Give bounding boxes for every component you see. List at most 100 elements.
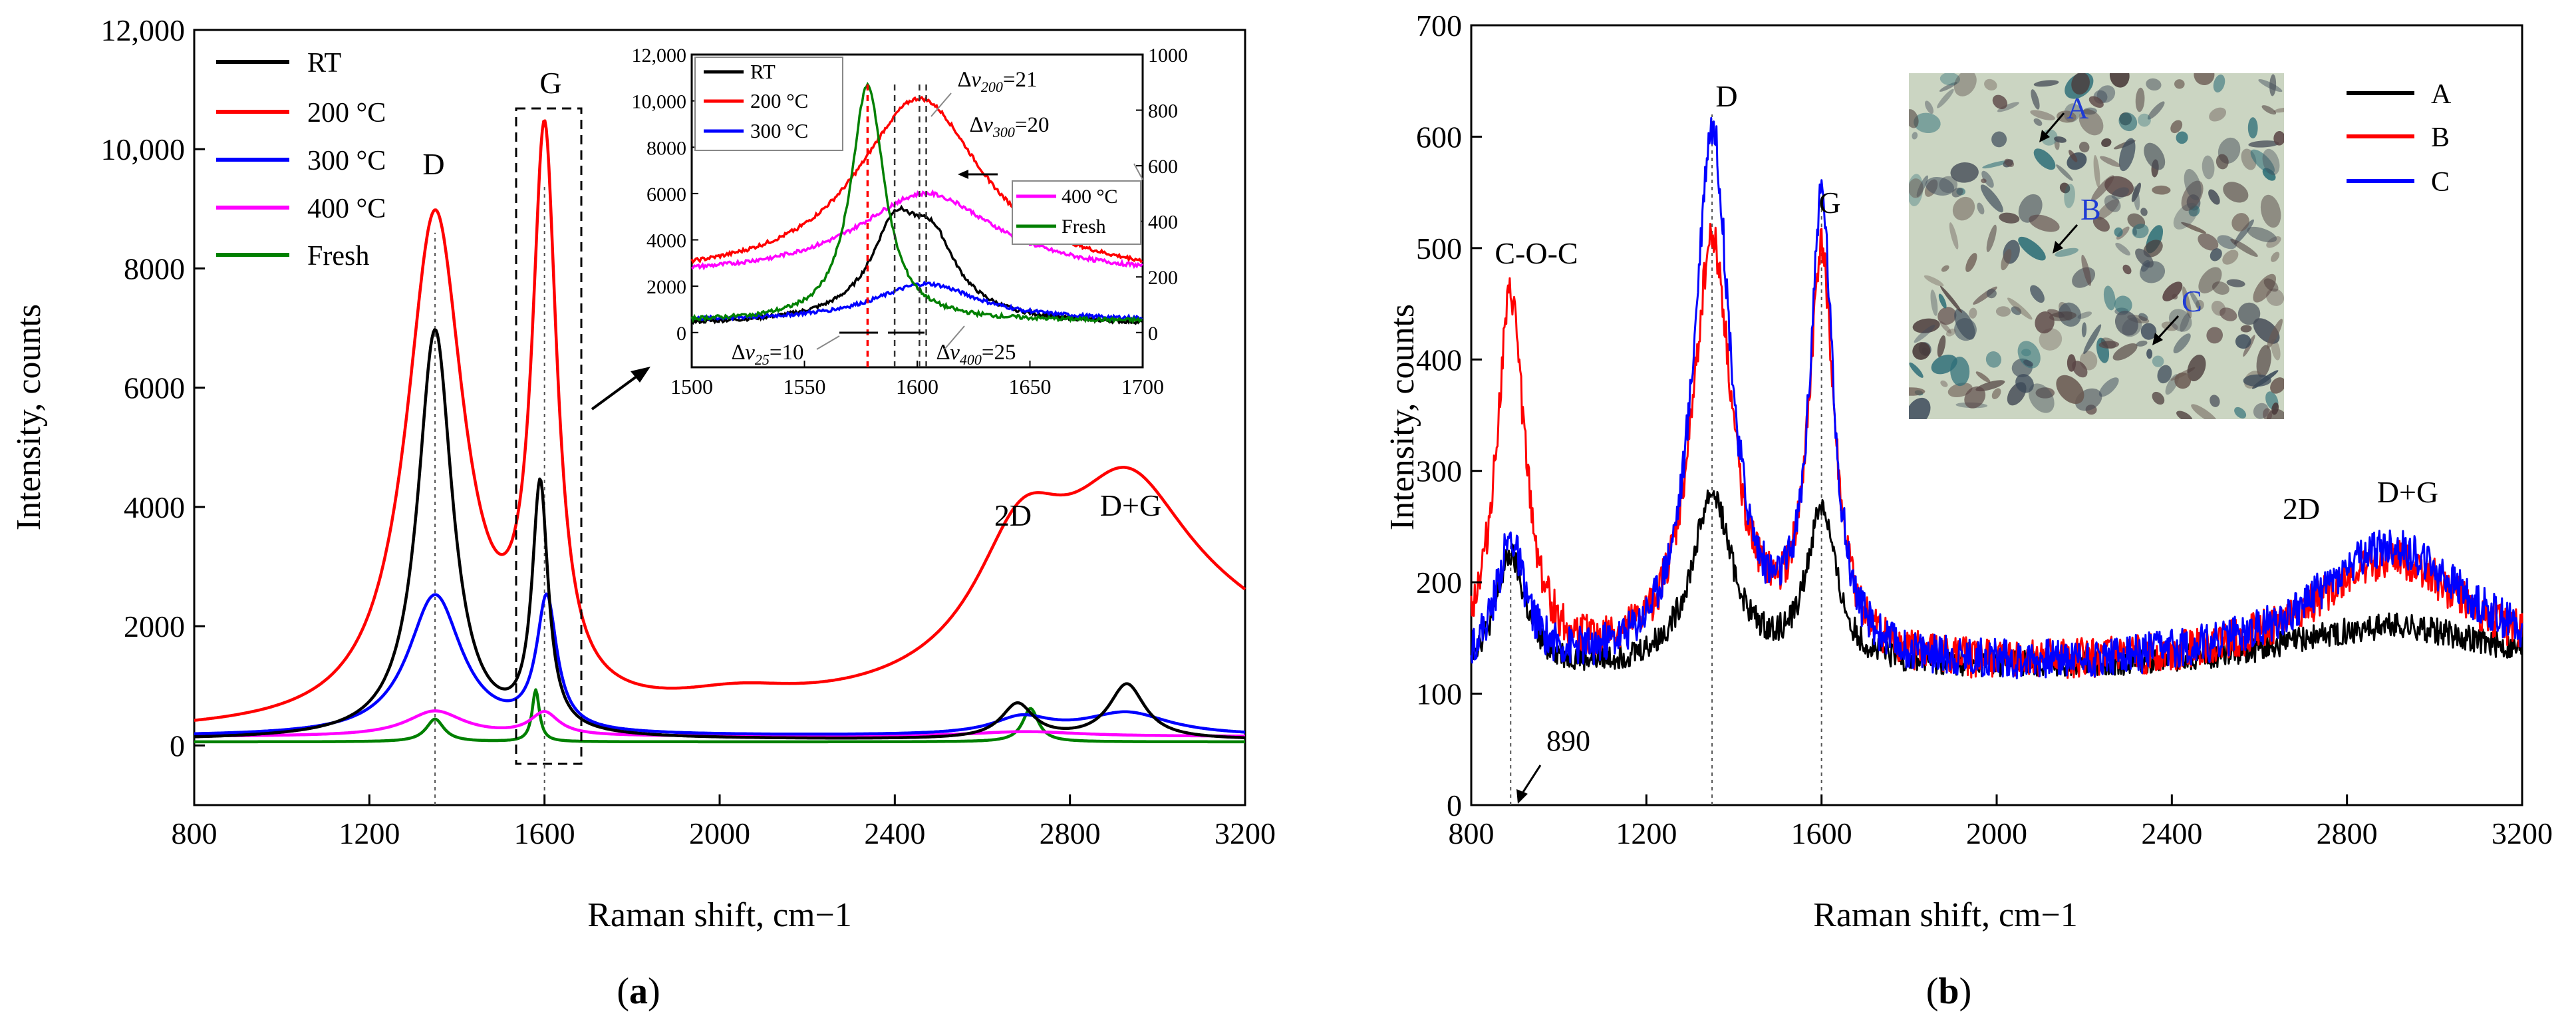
micrograph-particle <box>2230 238 2258 257</box>
inset-ytick-right-label: 600 <box>1148 156 1178 178</box>
inset-xtick-label: 1550 <box>784 375 826 399</box>
micrograph-particle <box>2011 306 2022 315</box>
panel-a-label-g: G <box>539 66 561 100</box>
micrograph-particle <box>1986 224 1997 252</box>
micrograph-particle <box>2198 233 2219 251</box>
micrograph-particle <box>2234 219 2254 245</box>
inset-ytick-right-label: 200 <box>1148 267 1178 289</box>
micrograph-particle <box>2273 107 2284 113</box>
micrograph-arrowhead-a <box>2039 130 2050 142</box>
micrograph-particle <box>2131 182 2141 202</box>
micrograph-particle <box>1941 265 1949 272</box>
inset-shift-arrowhead-200 <box>958 170 968 179</box>
micrograph-particle <box>1950 162 1979 183</box>
micrograph-particle <box>2132 224 2149 239</box>
panel-b-xtick-label: 2400 <box>2141 816 2202 850</box>
panel-a-xtick-label: 1600 <box>514 816 575 850</box>
micrograph-particle <box>2114 227 2123 237</box>
panel-b-ytick-label: 200 <box>1416 566 1462 599</box>
legend-a-label-200: 200 °C <box>307 98 386 128</box>
micrograph-particle <box>2118 112 2138 132</box>
panel-a-legend: RT 200 °C 300 °C 400 °C Fresh <box>216 48 386 271</box>
micrograph-label-c: C <box>2182 284 2202 318</box>
panel-a-xtick-label: 800 <box>172 816 217 850</box>
micrograph-particle <box>1916 175 1928 197</box>
panel-a: 800 1200 1600 2000 2400 2800 32000200040006000… <box>10 13 1276 1012</box>
micrograph-particle <box>2031 89 2040 110</box>
micrograph-particle <box>2174 372 2192 389</box>
micrograph-particle <box>2115 242 2130 255</box>
panel-b-xtick-label: 2800 <box>2317 816 2378 850</box>
micrograph-particle <box>2206 327 2223 344</box>
micrograph-particle <box>1924 100 1934 114</box>
panel-a-ytick-label: 12,000 <box>101 13 186 47</box>
micrograph-particle <box>2212 281 2229 295</box>
micrograph-particle <box>2111 187 2130 200</box>
micrograph-particle <box>2181 180 2204 212</box>
legend-a-label-400: 400 °C <box>307 194 386 224</box>
panel-b-curves <box>1470 114 2523 805</box>
micrograph-particle <box>2202 155 2215 180</box>
micrograph-particle <box>2082 107 2097 115</box>
micrograph-particle <box>2096 85 2116 103</box>
inset-annotation-v300-value: =20 <box>1015 113 1050 137</box>
panel-b-xtick-label: 800 <box>1449 816 1495 850</box>
panel-b-label-2d: 2D <box>2283 492 2320 526</box>
legend-a-label-fresh: Fresh <box>307 241 369 271</box>
micrograph-particle <box>2109 73 2130 88</box>
micrograph-particle <box>2136 340 2148 347</box>
micrograph-particle <box>2055 248 2078 257</box>
micrograph-particle <box>2146 78 2162 91</box>
micrograph-particle <box>1909 387 1926 396</box>
inset-series-400c <box>690 189 1143 271</box>
micrograph-particle <box>2033 80 2059 87</box>
micrograph-particle <box>1951 187 1963 198</box>
panel-b-label-coc: C-O-C <box>1495 236 1578 270</box>
micrograph-particle <box>2184 168 2202 201</box>
legend-a-label-rt: RT <box>307 48 341 79</box>
micrograph-particle <box>2072 361 2088 378</box>
micrograph-particle <box>2173 333 2191 354</box>
inset-ytick-right-label: 800 <box>1148 100 1178 122</box>
inset-legend-label-rt: RT <box>750 60 776 83</box>
micrograph-particle <box>2174 79 2185 89</box>
panel-b-ytick-label: 400 <box>1416 343 1462 377</box>
micrograph-particle <box>2262 148 2280 176</box>
micrograph-particle <box>2194 73 2215 85</box>
micrograph-particle <box>1954 308 1975 340</box>
micrograph-particle <box>1991 388 2001 399</box>
micrograph-particle <box>1909 362 1924 378</box>
micrograph-particle <box>1995 306 2011 317</box>
micrograph-particle <box>2226 279 2245 287</box>
panel-a-caption-letter: a <box>629 971 648 1012</box>
panel-b-ytick-label: 700 <box>1416 9 1462 43</box>
inset-ytick-left-label: 8000 <box>646 137 686 159</box>
micrograph-particle <box>2181 222 2207 234</box>
micrograph-particle <box>2049 311 2076 321</box>
micrograph-particle <box>1949 222 1959 250</box>
panel-a-series-rt <box>194 328 1246 740</box>
micrograph-particle <box>2033 118 2043 126</box>
inset-legend-label-fresh: Fresh <box>1062 216 1106 238</box>
micrograph-particle <box>1938 293 1947 309</box>
micrograph-particle <box>2152 391 2165 405</box>
inset-annotation-v200: ∆v200=21 <box>958 68 1037 95</box>
micrograph-particle <box>2140 208 2148 216</box>
inset-annotation-v300: ∆v300=20 <box>970 113 1049 140</box>
micrograph-particle <box>2263 278 2279 292</box>
panel-a-xtick-label: 2400 <box>864 816 925 850</box>
inset-annotation-v25-sub: 25 <box>755 351 770 368</box>
inset-leader-v200 <box>930 92 952 117</box>
micrograph-particle <box>2219 307 2237 321</box>
micrograph-particle <box>2081 254 2092 286</box>
inset-xtick-label: 1650 <box>1009 375 1052 399</box>
inset-ytick-right-label: 400 <box>1148 212 1178 234</box>
micrograph-particle <box>2210 395 2220 407</box>
micrograph-particle <box>2035 387 2055 399</box>
micrograph-particle <box>1939 176 1958 194</box>
micrograph-particle <box>2152 355 2164 367</box>
inset-annotation-v300-prefix: ∆v <box>970 113 993 137</box>
inset-annotation-v200-sub: 200 <box>981 79 1003 95</box>
micrograph-particle <box>1912 318 1940 333</box>
